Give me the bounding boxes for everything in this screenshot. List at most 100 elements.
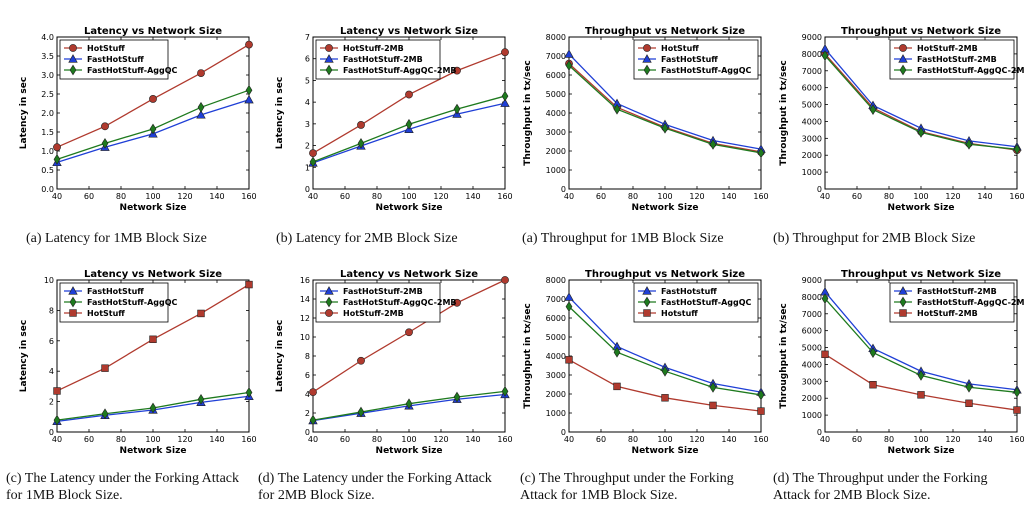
- data-point: [196, 110, 206, 119]
- series-1: [308, 98, 510, 167]
- data-point: [53, 414, 61, 426]
- x-tick-label: 60: [852, 435, 862, 444]
- legend-label: FastHotStuff-AggQC-2MB: [917, 66, 1024, 75]
- data-point: [101, 364, 109, 372]
- x-tick-label: 140: [977, 435, 992, 444]
- data-point: [405, 328, 413, 337]
- data-point: [709, 381, 717, 393]
- x-tick-label: 40: [564, 192, 574, 201]
- legend: FastHotstuff FastHotStuff-AggQC Hotstuff: [633, 282, 759, 323]
- data-point: [245, 387, 253, 398]
- y-tick-label: 10: [44, 276, 54, 285]
- y-tick-label: 8000: [802, 50, 822, 59]
- y-tick-label: 6000: [546, 314, 566, 323]
- y-tick-label: 4.0: [41, 33, 54, 42]
- y-tick-label: 2: [305, 409, 310, 418]
- y-tick-label: 6000: [802, 327, 822, 336]
- data-point: [613, 382, 621, 391]
- legend-label: FastHotStuff-2MB: [917, 287, 997, 296]
- data-point: [101, 122, 109, 131]
- x-tick-label: 100: [913, 192, 928, 201]
- data-point: [500, 98, 510, 107]
- x-tick-label: 100: [145, 192, 160, 201]
- data-point: [453, 103, 461, 115]
- x-tick-label: 120: [433, 192, 448, 201]
- x-tick-label: 160: [497, 192, 512, 201]
- data-point: [661, 122, 669, 134]
- x-axis-label: Network Size: [888, 203, 955, 213]
- data-point: [917, 370, 925, 381]
- x-tick-label: 80: [628, 435, 638, 444]
- y-tick-label: 3.5: [41, 52, 54, 61]
- data-point: [244, 94, 254, 104]
- data-point: [197, 101, 205, 113]
- x-tick-label: 40: [308, 435, 318, 444]
- series-2: [821, 50, 1021, 155]
- legend-label: HotStuff: [87, 309, 125, 318]
- data-point: [661, 394, 669, 402]
- y-tick-label: 6000: [546, 71, 566, 80]
- y-tick-label: 4000: [802, 117, 822, 126]
- series-1: [565, 301, 765, 401]
- data-point: [565, 60, 573, 71]
- data-point: [101, 408, 109, 420]
- data-point: [917, 391, 925, 399]
- chart-throughput-forking-1mb: Throughput vs Network Size 40 60 80 100 120 14…: [523, 269, 769, 456]
- legend-label: FastHotStuff-AggQC-2MB: [917, 298, 1024, 307]
- y-tick-label: 0: [817, 428, 822, 437]
- legend-marker: [69, 44, 77, 52]
- y-tick-label: 1000: [802, 411, 822, 420]
- chart-title: Latency vs Network Size: [84, 26, 222, 37]
- y-tick-label: 0.5: [41, 166, 54, 175]
- data-point: [405, 398, 413, 410]
- x-axis-label: Network Size: [120, 446, 187, 456]
- y-tick-label: 8: [305, 352, 310, 361]
- legend-label: FastHotStuff-2MB: [343, 55, 423, 64]
- x-tick-label: 100: [401, 435, 416, 444]
- y-tick-label: 7000: [546, 295, 566, 304]
- legend-marker: [69, 296, 77, 308]
- data-point: [869, 347, 877, 358]
- y-tick-label: 2000: [546, 147, 566, 156]
- y-tick-label: 3: [305, 120, 310, 129]
- legend-marker: [68, 286, 78, 295]
- y-tick-label: 7000: [546, 52, 566, 61]
- chart-throughput-forking-2mb: Throughput vs Network Size 40 60 80 100 120 14…: [779, 269, 1024, 456]
- y-tick-label: 1.0: [41, 147, 54, 156]
- series-2: [821, 350, 1021, 414]
- data-point: [101, 138, 109, 149]
- legend-marker: [325, 309, 333, 317]
- legend-label: FastHotstuff: [661, 287, 717, 296]
- chart-title: Throughput vs Network Size: [585, 26, 745, 37]
- y-tick-label: 12: [300, 314, 310, 323]
- x-tick-label: 160: [753, 435, 768, 444]
- y-tick-label: 2000: [802, 394, 822, 403]
- x-tick-label: 160: [1009, 435, 1024, 444]
- legend: HotStuff-2MB FastHotStuff-2MB FastHotStuff…: [315, 39, 457, 80]
- x-tick-label: 80: [372, 435, 382, 444]
- x-tick-label: 140: [721, 192, 736, 201]
- caption-b-latency: (b) Latency for 2MB Block Size: [276, 231, 458, 246]
- data-point: [821, 293, 829, 304]
- x-tick-label: 160: [753, 192, 768, 201]
- legend-marker: [324, 286, 334, 295]
- chart-title: Latency vs Network Size: [84, 269, 222, 280]
- y-tick-label: 3000: [546, 128, 566, 137]
- data-point: [709, 138, 717, 150]
- caption-a-throughput: (a) Throughput for 1MB Block Size: [522, 231, 724, 246]
- data-point: [453, 66, 461, 75]
- x-tick-label: 80: [628, 192, 638, 201]
- legend: FastHotStuff-2MB FastHotStuff-AggQC-2MB Ho…: [315, 282, 457, 323]
- data-point: [501, 385, 509, 397]
- data-point: [357, 406, 365, 418]
- legend-label: HotStuff-2MB: [917, 309, 978, 318]
- data-point: [821, 50, 829, 61]
- data-point: [564, 292, 574, 301]
- legend-marker: [642, 54, 652, 63]
- y-tick-label: 1000: [546, 166, 566, 175]
- legend-label: FastHotStuff-AggQC-2MB: [343, 66, 457, 75]
- data-point: [309, 149, 317, 158]
